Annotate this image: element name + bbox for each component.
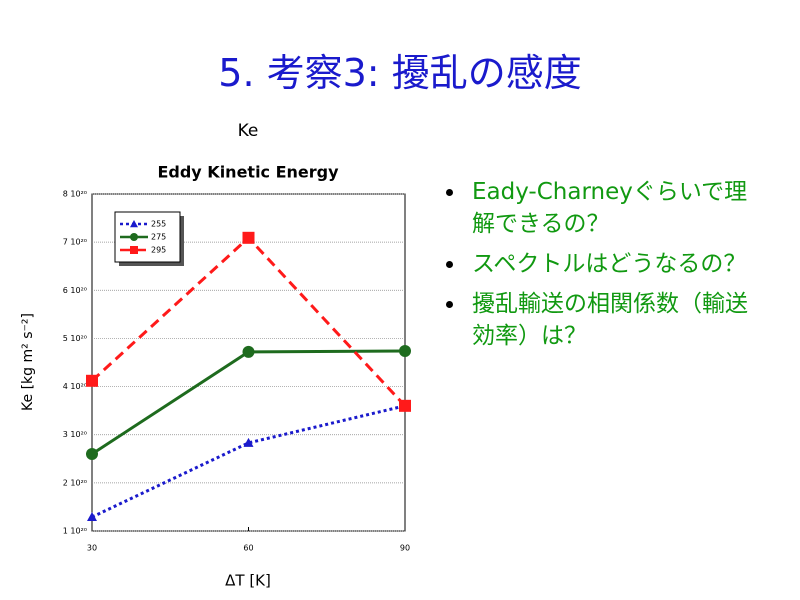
legend-marker <box>130 220 138 228</box>
x-tick-label: 30 <box>87 544 97 553</box>
marker <box>87 512 97 522</box>
legend-label: 275 <box>151 233 166 242</box>
marker <box>86 374 98 387</box>
legend-label: 255 <box>151 220 166 229</box>
legend-marker <box>130 233 138 241</box>
bullet: スペクトルはどうなるの？ <box>440 248 760 280</box>
marker <box>242 345 255 358</box>
bullet: 擾乱輸送の相関係数（輸送効率）は？ <box>440 288 760 352</box>
marker <box>399 344 411 357</box>
x-axis-label: ΔT [K] <box>225 572 271 590</box>
marker <box>399 399 411 412</box>
y-tick-label: 2 10²⁰ <box>63 478 87 487</box>
marker <box>242 231 255 244</box>
y-axis-label: Ke [kg m² s⁻²] <box>20 313 36 411</box>
marker <box>86 447 98 460</box>
chart-title: Eddy Kinetic Energy <box>157 163 339 182</box>
chart-supertitle: Ke <box>238 121 259 141</box>
y-tick-label: 5 10²⁰ <box>63 334 87 343</box>
slide-title: 5. 考察3: 擾乱の感度 <box>218 51 582 95</box>
y-tick-label: 6 10²⁰ <box>63 286 87 295</box>
legend: 255 275 295 <box>114 211 184 266</box>
bullet: Eady-Charneyぐらいで理解できるの？ <box>440 176 760 240</box>
y-tick-label: 4 10²⁰ <box>63 382 87 391</box>
y-tick-label: 8 10²⁰ <box>63 190 87 199</box>
x-tick-label: 60 <box>243 544 253 553</box>
bullet-list: Eady-Charneyぐらいで理解できるの？ スペクトルはどうなるの？ 擾乱輸送の… <box>440 176 760 360</box>
y-tick-label: 1 10²⁰ <box>63 527 87 536</box>
y-tick-label: 7 10²⁰ <box>63 238 87 247</box>
x-tick-label: 90 <box>400 544 410 553</box>
y-tick-label: 3 10²⁰ <box>63 430 87 439</box>
marker <box>243 437 254 447</box>
legend-label: 295 <box>151 246 166 255</box>
legend-marker <box>130 246 138 254</box>
